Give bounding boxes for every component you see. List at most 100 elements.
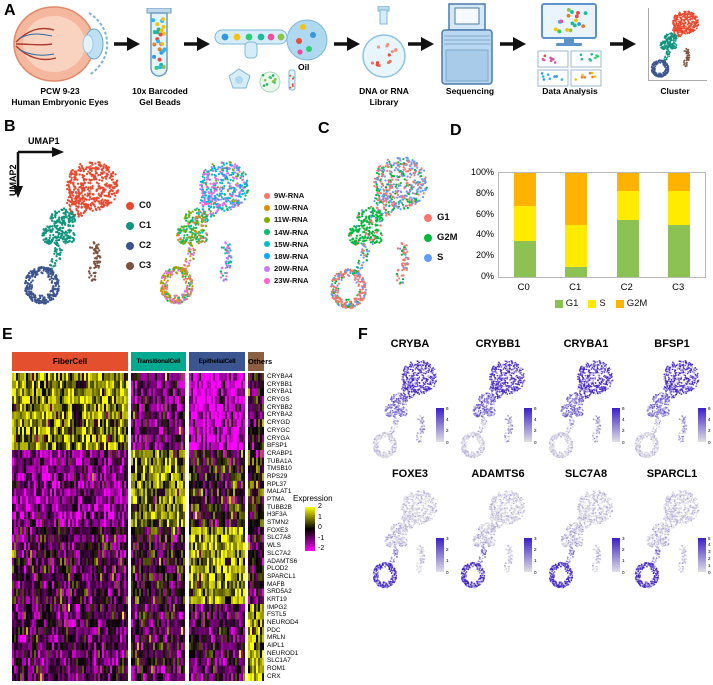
stacked-bar-C3 <box>668 173 691 277</box>
gene-label: CRYGS <box>267 396 290 404</box>
feature-plot-CRYBB1: CRYBB1 6 4 2 0 <box>456 338 540 466</box>
bar-legend-item: S <box>588 298 606 309</box>
heatmap-group-fibercell: FiberCell <box>12 352 128 371</box>
legend-square-icon <box>554 299 563 308</box>
feature-colorbar-tick: 0 <box>446 569 449 575</box>
bead-dot <box>375 63 379 67</box>
legend-label: 20W-RNA <box>274 264 309 274</box>
y-axis-tick: 20% <box>475 250 494 261</box>
bead-dot <box>573 18 578 23</box>
bead-dot <box>594 56 597 60</box>
bead-dot <box>390 50 394 54</box>
bead-dot <box>394 48 398 53</box>
feature-colorbar <box>698 408 706 442</box>
feature-colorbar-tick: 1 <box>708 562 711 568</box>
bar-segment-G2M <box>668 173 691 191</box>
bead-dot <box>549 56 552 60</box>
feature-plot-canvas <box>370 356 448 462</box>
bead-dot <box>155 22 160 27</box>
cellcycle-legend-item: G1 <box>424 212 458 223</box>
feature-colorbar-tick: 2 <box>708 555 711 561</box>
legend-label: C0 <box>139 200 152 211</box>
feature-colorbar-tick: 6 <box>622 405 625 411</box>
legend-label: C2 <box>139 240 152 251</box>
gene-label: CRYBA2 <box>267 411 293 419</box>
legend-dot-icon <box>264 229 270 236</box>
feature-plot-title: CRYBA <box>390 338 430 350</box>
feature-colorbar <box>436 408 444 442</box>
feature-colorbar-tick: 3 <box>446 535 449 541</box>
bead-dot <box>590 53 593 56</box>
cellcycle-legend: G1 G2M S <box>424 212 458 272</box>
bar-segment-S <box>513 206 536 241</box>
bead-dot <box>269 76 273 80</box>
feature-plot-title: SPARCL1 <box>646 468 698 480</box>
legend-label: 14W-RNA <box>274 227 309 237</box>
feature-colorbar-tick: 1 <box>534 558 537 564</box>
gene-label: SRD5A2 <box>267 588 292 596</box>
gene-label: ADAMTS6 <box>267 557 298 565</box>
bead-dot <box>570 10 574 14</box>
feature-plot-CRYBA: CRYBA 6 4 2 0 <box>368 338 452 466</box>
feature-plot-CRYBA1: CRYBA1 6 4 2 0 <box>544 338 628 466</box>
bead-dot <box>588 71 592 75</box>
gene-label: FSTL5 <box>267 611 287 619</box>
gene-label: CRX <box>267 672 281 680</box>
feature-plot-grid: CRYBA 6 4 2 0 CRYBB1 6 4 2 0 CRYBA1 6 4 2 0 BFSP1 6 4 2 0 FO… <box>366 336 713 606</box>
bar-segment-G1 <box>565 266 588 277</box>
bead-dot <box>289 86 292 89</box>
feature-colorbar <box>612 408 620 442</box>
bead-dot <box>577 22 582 26</box>
legend-label: 10W-RNA <box>274 203 309 213</box>
gene-label: CRYBB1 <box>267 380 293 388</box>
expression-legend-title: Expression <box>293 494 333 503</box>
legend-dot-icon <box>424 253 432 262</box>
y-axis-tick: 0% <box>480 271 494 281</box>
feature-plot-canvas <box>546 356 624 462</box>
bead-dot <box>161 31 166 36</box>
gene-label: MALAT1 <box>267 488 292 496</box>
feature-colorbar-tick: 2 <box>446 428 449 434</box>
panel-d-label: D <box>450 122 462 139</box>
feature-colorbar-tick: 4 <box>446 416 449 422</box>
bead-dot <box>291 77 294 80</box>
bar-segment-S <box>668 190 691 225</box>
bead-dot <box>370 61 375 65</box>
bead-dot <box>560 78 564 81</box>
legend-label: G1 <box>437 212 450 223</box>
week-legend-item: 15W-RNA <box>264 240 308 249</box>
bead-dot <box>160 41 165 46</box>
feature-colorbar-tick: 2 <box>708 428 711 434</box>
feature-colorbar <box>612 538 620 572</box>
feature-plot-FOXE3: FOXE3 3 2 1 0 <box>368 468 452 596</box>
legend-dot-icon <box>424 213 432 222</box>
gene-label: ROM1 <box>267 665 286 673</box>
bead-dot <box>151 18 156 23</box>
week-legend-item: 20W-RNA <box>264 264 308 273</box>
bead-dot <box>376 45 381 49</box>
week-legend-item: 18W-RNA <box>264 252 308 261</box>
bead-dot <box>291 83 294 86</box>
cluster-legend-item: C1 <box>126 220 151 231</box>
feature-plot-canvas <box>632 356 710 462</box>
step-label-analysis: Data Analysis <box>542 86 598 96</box>
bead-dot <box>553 61 557 64</box>
bar-segment-G2M <box>565 173 588 226</box>
gene-label: KRT19 <box>267 595 287 603</box>
stacked-bar-C2 <box>616 173 639 277</box>
panel-f-label: F <box>358 326 368 343</box>
gene-label: SPARCL1 <box>267 572 296 580</box>
bead-dot <box>152 42 157 47</box>
gene-label: SLC7A2 <box>267 549 291 557</box>
bead-dot <box>272 79 276 83</box>
gene-label: STMN2 <box>267 519 289 527</box>
feature-plot-ADAMTS6: ADAMTS6 3 2 1 0 <box>456 468 540 596</box>
feature-colorbar-tick: 0 <box>446 439 449 445</box>
heatmap-group-epithelialcell: EpithelialCell <box>189 352 245 371</box>
legend-label: 23W-RNA <box>274 276 309 286</box>
bead-dot <box>591 75 594 79</box>
heatmap-group-transitionalcell: TransitionalCell <box>131 352 186 371</box>
legend-label: 15W-RNA <box>274 239 309 249</box>
week-legend-item: 10W-RNA <box>264 203 308 212</box>
cellcycle-legend-item: G2M <box>424 232 458 243</box>
